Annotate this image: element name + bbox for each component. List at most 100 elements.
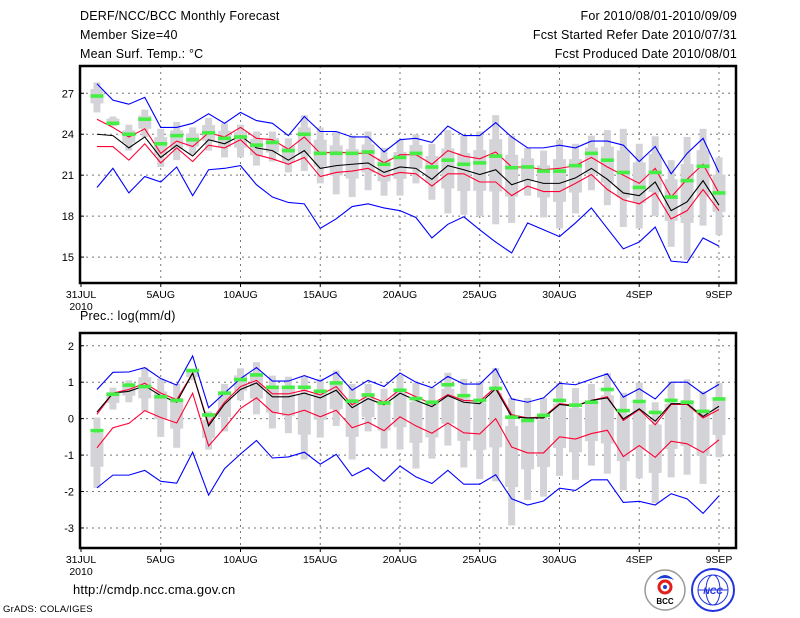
ensemble-box xyxy=(632,403,646,450)
y-tick-label: -3 xyxy=(64,523,74,535)
ensemble-box xyxy=(616,414,630,462)
y-tick-label: 24 xyxy=(62,129,74,141)
ensemble-box xyxy=(297,394,311,435)
ensemble-box xyxy=(473,402,487,450)
observed-marker xyxy=(138,384,152,389)
observed-marker xyxy=(377,401,391,405)
ensemble-box xyxy=(122,385,136,396)
observed-marker xyxy=(489,386,503,391)
observed-marker xyxy=(473,398,487,403)
ensemble-box xyxy=(409,401,423,443)
x-tick-label: 31JUL xyxy=(66,289,97,301)
observed-marker xyxy=(712,397,726,401)
ensemble-box xyxy=(313,391,327,420)
observed-marker xyxy=(584,400,598,405)
ensemble-box xyxy=(90,433,104,467)
observed-marker xyxy=(345,399,359,403)
x-year-label: 2010 xyxy=(69,566,93,578)
ensemble-box xyxy=(425,403,439,438)
ensemble-box xyxy=(265,387,279,413)
max-line xyxy=(96,83,720,175)
x-tick-label: 10AUG xyxy=(223,289,257,301)
upper-line xyxy=(96,118,720,198)
y-tick-label: 18 xyxy=(62,211,74,223)
observed-marker xyxy=(441,382,455,387)
x-tick-label: 4SEP xyxy=(626,554,653,566)
observed-marker xyxy=(568,163,582,168)
member-size: Member Size=40 xyxy=(80,28,178,42)
observed-marker xyxy=(696,409,710,414)
variable-label: Mean Surf. Temp.: °C xyxy=(80,47,204,61)
observed-marker xyxy=(680,400,694,405)
observed-marker xyxy=(409,151,423,156)
observed-marker xyxy=(393,155,407,160)
ensemble-box xyxy=(377,401,391,431)
observed-marker xyxy=(457,162,471,167)
x-tick-label: 20AUG xyxy=(383,554,417,566)
observed-marker xyxy=(584,151,598,156)
observed-marker xyxy=(664,195,678,199)
observed-marker xyxy=(154,141,168,146)
ensemble-box xyxy=(696,411,710,457)
observed-marker xyxy=(281,385,295,390)
observed-marker xyxy=(680,178,694,183)
ensemble-box xyxy=(521,158,535,182)
observed-marker xyxy=(202,413,216,417)
observed-marker xyxy=(537,169,551,173)
observed-marker xyxy=(138,117,152,122)
ensemble-box xyxy=(664,179,678,221)
ensemble-box xyxy=(537,165,551,198)
observed-marker xyxy=(234,135,247,139)
observed-marker xyxy=(90,94,104,98)
grads-credit: GrADS: COLA/IGES xyxy=(3,604,93,615)
observed-marker xyxy=(170,398,184,403)
lower-line xyxy=(96,139,720,220)
observed-marker xyxy=(265,140,279,145)
ensemble-box xyxy=(680,400,694,447)
observed-marker xyxy=(106,121,120,126)
ensemble-box xyxy=(537,419,551,467)
observed-marker xyxy=(473,161,487,165)
observed-marker xyxy=(409,396,423,401)
mean-line xyxy=(96,133,720,212)
y-tick-label: 0 xyxy=(68,414,74,426)
observed-marker xyxy=(265,385,279,390)
observed-marker xyxy=(616,170,630,175)
observed-marker xyxy=(505,415,519,419)
observed-marker xyxy=(616,408,630,413)
observed-marker xyxy=(537,413,551,418)
precip-panel-title: Prec.: log(mm/d) xyxy=(80,309,176,323)
observed-marker xyxy=(553,398,566,403)
x-tick-label: 15AUG xyxy=(303,554,337,566)
ensemble-box xyxy=(345,400,359,437)
observed-marker xyxy=(600,158,614,162)
observed-marker xyxy=(154,394,168,399)
x-tick-label: 30AUG xyxy=(542,289,576,301)
ensemble-box xyxy=(249,373,263,399)
observed-marker xyxy=(170,133,184,138)
observed-marker xyxy=(632,399,646,404)
ensemble-box xyxy=(489,392,503,448)
ensemble-box xyxy=(664,403,678,449)
ensemble-box xyxy=(170,398,184,429)
observed-marker xyxy=(345,151,359,156)
ensemble-box xyxy=(521,420,535,470)
y-tick-label: 2 xyxy=(68,341,74,353)
max-line xyxy=(96,354,720,409)
x-tick-label: 30AUG xyxy=(542,554,576,566)
observed-marker xyxy=(122,383,136,387)
source-url[interactable]: http://cmdp.ncc.cma.gov.cn xyxy=(73,582,236,597)
observed-marker xyxy=(249,373,263,377)
y-tick-label: -1 xyxy=(64,450,74,462)
observed-marker xyxy=(441,158,455,162)
observed-marker xyxy=(297,132,311,137)
ensemble-box xyxy=(329,145,343,176)
ensemble-box xyxy=(106,392,120,403)
observed-marker xyxy=(313,151,327,156)
observed-marker xyxy=(202,131,216,135)
ensemble-box xyxy=(568,408,582,453)
observed-marker xyxy=(218,391,232,395)
ensemble-box xyxy=(457,398,471,441)
